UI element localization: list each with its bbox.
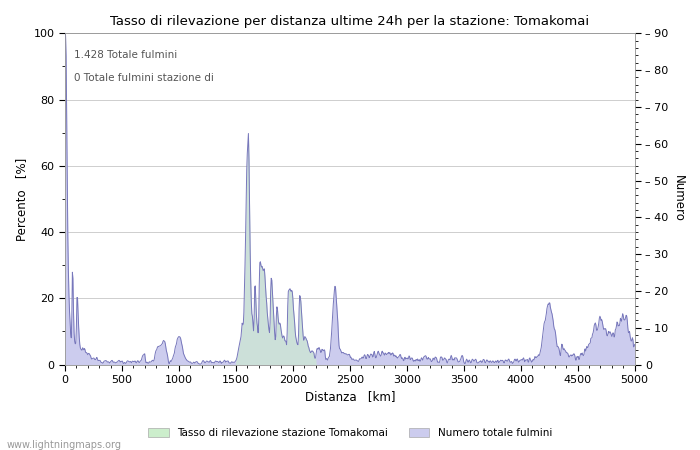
Text: 1.428 Totale fulmini: 1.428 Totale fulmini <box>74 50 177 60</box>
Title: Tasso di rilevazione per distanza ultime 24h per la stazione: Tomakomai: Tasso di rilevazione per distanza ultime… <box>111 15 589 28</box>
Text: www.lightningmaps.org: www.lightningmaps.org <box>7 440 122 450</box>
Text: 0 Totale fulmini stazione di: 0 Totale fulmini stazione di <box>74 73 214 83</box>
Y-axis label: Percento   [%]: Percento [%] <box>15 158 28 241</box>
Legend: Tasso di rilevazione stazione Tomakomai, Numero totale fulmini: Tasso di rilevazione stazione Tomakomai,… <box>144 424 556 442</box>
X-axis label: Distanza   [km]: Distanza [km] <box>304 391 395 404</box>
Y-axis label: Numero: Numero <box>672 176 685 222</box>
